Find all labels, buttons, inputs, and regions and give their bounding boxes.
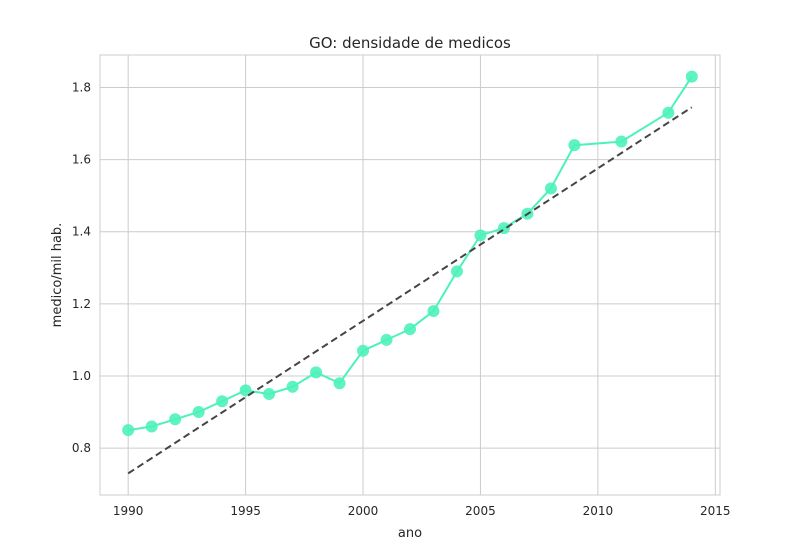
data-point — [239, 384, 252, 397]
x-tick-label: 2005 — [465, 504, 496, 518]
data-point — [357, 344, 370, 357]
data-point — [568, 139, 581, 152]
data-point — [450, 265, 463, 278]
series-layer — [122, 70, 698, 475]
data-point — [662, 106, 675, 119]
data-point — [380, 333, 393, 346]
y-axis-label: medico/mil hab. — [50, 223, 65, 328]
trend-line — [127, 106, 693, 475]
data-point — [333, 377, 346, 390]
x-axis-label: ano — [398, 526, 422, 541]
x-tick-label: 2015 — [700, 504, 731, 518]
y-tick-label: 0.8 — [72, 441, 91, 455]
y-tick-label: 1.8 — [72, 80, 91, 94]
data-point — [286, 380, 299, 393]
x-tick-label: 2010 — [583, 504, 614, 518]
data-point — [615, 135, 628, 148]
y-tick-label: 1.4 — [72, 225, 91, 239]
chart-title: GO: densidade de medicos — [309, 34, 511, 52]
data-point — [192, 406, 205, 419]
data-point — [310, 366, 323, 379]
data-point — [216, 395, 229, 408]
data-point — [404, 323, 416, 336]
x-tick-label: 2000 — [348, 504, 379, 518]
plot-area — [99, 54, 721, 496]
y-tick-label: 1.6 — [72, 153, 91, 167]
x-tick-labels: 1990 1995 2000 2005 2010 2015 — [113, 504, 731, 518]
x-tick-label: 1995 — [230, 504, 261, 518]
data-point — [427, 305, 440, 318]
y-tick-label: 1.0 — [72, 369, 91, 383]
data-point — [263, 388, 276, 401]
data-point — [685, 70, 698, 83]
x-tick-label: 1990 — [113, 504, 144, 518]
y-tick-labels: 0.8 1.0 1.2 1.4 1.6 1.8 — [72, 80, 91, 455]
data-point — [474, 229, 487, 242]
data-point — [145, 420, 158, 433]
data-point — [544, 182, 557, 195]
y-tick-label: 1.2 — [72, 297, 91, 311]
data-point — [122, 424, 135, 437]
grid — [100, 55, 720, 495]
data-point — [169, 413, 182, 426]
